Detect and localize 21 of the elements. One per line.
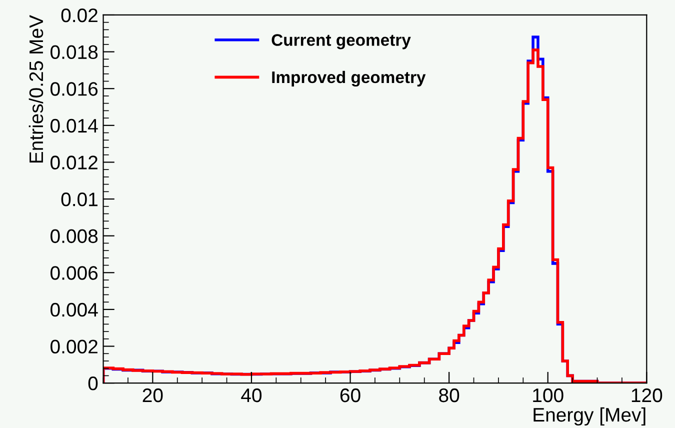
- y-tick-label: 0.014: [50, 118, 98, 133]
- y-tick-label: 0.016: [50, 82, 98, 96]
- x-tick-label: 80: [439, 388, 460, 402]
- x-tick-label: 40: [241, 388, 262, 402]
- y-tick-label: 0.006: [50, 266, 98, 280]
- y-tick-label: 0.012: [50, 156, 98, 170]
- y-tick-label: 0.008: [50, 229, 98, 244]
- y-axis-title: Entries/0.25 MeV: [28, 15, 44, 163]
- y-tick-label: 0: [88, 376, 98, 390]
- x-tick-label: 100: [533, 388, 564, 402]
- y-tick-label: 0.004: [50, 302, 98, 317]
- legend-label: Current geometry: [272, 34, 411, 50]
- y-tick-label: 0.01: [61, 192, 98, 206]
- x-tick-label: 60: [340, 388, 360, 402]
- y-tick-label: 0.018: [50, 45, 98, 60]
- x-tick-label: 20: [142, 388, 163, 402]
- y-tick-label: 0.002: [50, 340, 98, 354]
- y-tick-label: 0.02: [61, 8, 98, 22]
- legend-label: Improved geometry: [272, 70, 426, 87]
- x-axis-title: Energy [Mev]: [534, 407, 646, 426]
- x-tick-label: 120: [632, 388, 662, 402]
